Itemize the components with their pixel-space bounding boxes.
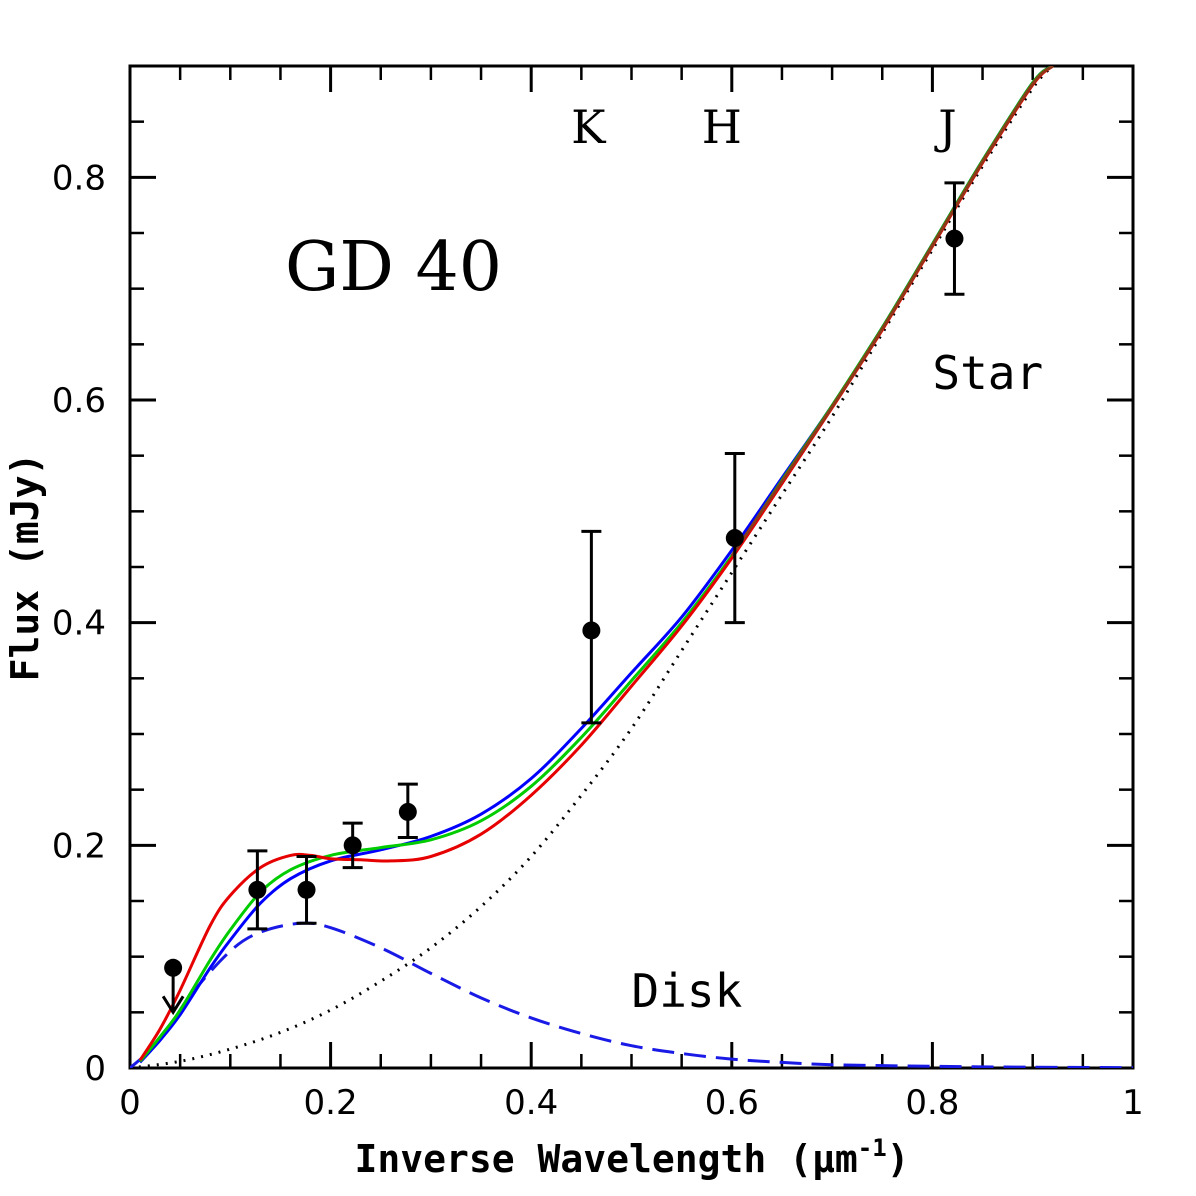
tick-labels: 0 0.2 0.4 0.6 0.8 1 0 0.2 0.4 0.6 0.8 — [52, 158, 1144, 1123]
x-axis-title: Inverse Wavelength (μm-1) — [354, 1134, 909, 1181]
x-axis-title-superscript: -1 — [858, 1134, 887, 1162]
red-model-curve — [138, 66, 1054, 1062]
data-point — [297, 880, 316, 899]
y-tick-label: 0.2 — [52, 826, 106, 866]
x-tick-label: 0 — [119, 1083, 141, 1123]
x-tick-label: 0.2 — [304, 1083, 358, 1123]
x-tick-label: 0.8 — [905, 1083, 959, 1123]
upper-limit-arrowhead — [161, 995, 185, 1016]
data-point — [164, 958, 183, 977]
blue-model-curve — [138, 66, 1054, 1064]
data-point — [582, 621, 601, 640]
annotation-label: Disk — [632, 964, 743, 1018]
axis-ticks — [128, 66, 1135, 1070]
band-label: K — [571, 100, 607, 154]
chart-title: GD 40 — [285, 228, 502, 307]
series-group — [130, 66, 1133, 1068]
x-axis-title-close: ) — [887, 1137, 910, 1181]
observations-group — [161, 181, 965, 1016]
y-tick-label: 0.6 — [52, 381, 106, 421]
data-point — [343, 836, 362, 855]
band-label: H — [702, 100, 742, 154]
x-tick-label: 0.6 — [705, 1083, 759, 1123]
data-point — [248, 880, 267, 899]
green-model-curve — [138, 66, 1054, 1063]
x-axis-title-main: Inverse Wavelength (μm — [354, 1137, 857, 1181]
total-model-curve — [730, 66, 1054, 557]
x-tick-label: 0.4 — [504, 1083, 558, 1123]
data-point — [398, 802, 417, 821]
disk-model-curve — [130, 921, 1133, 1068]
plot-frame — [128, 64, 1135, 1070]
y-tick-label: 0 — [84, 1049, 106, 1089]
data-point — [945, 229, 964, 248]
labels-group: GD 40 Flux (mJy) Inverse Wavelength (μm-… — [3, 100, 1043, 1181]
annotation-label: Star — [932, 346, 1043, 400]
y-tick-label: 0.8 — [52, 158, 106, 198]
data-point — [725, 529, 744, 548]
y-tick-label: 0.4 — [52, 604, 106, 644]
band-label: J — [934, 100, 956, 154]
x-tick-label: 1 — [1122, 1083, 1144, 1123]
y-axis-title: Flux (mJy) — [3, 453, 47, 682]
